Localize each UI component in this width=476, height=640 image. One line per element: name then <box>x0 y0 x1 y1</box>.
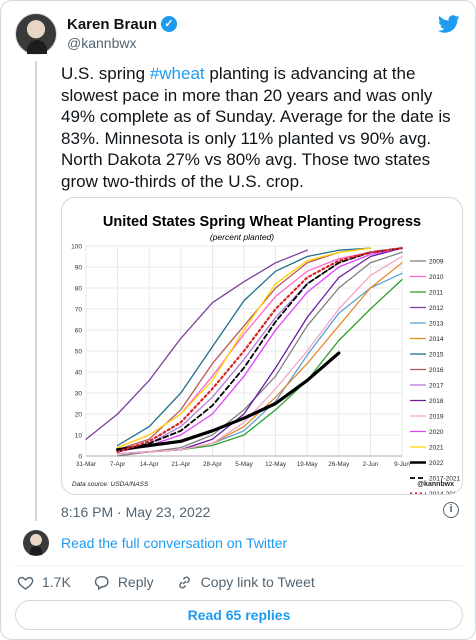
heart-icon <box>17 576 34 590</box>
series-line-2021 <box>116 247 372 449</box>
verified-badge-icon: ✓ <box>161 16 178 32</box>
series-line-2016 <box>116 247 372 451</box>
author-avatar[interactable] <box>15 13 57 55</box>
x-tick-label: 31-Mar <box>76 461 96 468</box>
series-line-2019 <box>116 255 403 455</box>
tweet-text-before: U.S. spring <box>61 64 150 83</box>
y-tick-label: 20 <box>75 412 83 419</box>
legend-label: 2011 <box>429 290 443 297</box>
y-tick-label: 90 <box>75 265 83 272</box>
series-line-2012 <box>85 249 308 440</box>
legend-label: 2010 <box>429 274 444 281</box>
series-line-2015 <box>116 247 372 447</box>
chart-title: United States Spring Wheat Planting Prog… <box>103 214 421 230</box>
y-tick-label: 0 <box>78 454 82 461</box>
chart-watermark: @kannbwx <box>417 481 454 488</box>
hashtag-link[interactable]: #wheat <box>149 64 205 83</box>
author-handle[interactable]: @kannbwx <box>67 35 137 51</box>
series-line-2014 <box>116 262 403 455</box>
legend-label: 2017-2021 <box>429 476 460 483</box>
tweet-header: Karen Braun ✓ @kannbwx <box>15 13 463 57</box>
copy-link-button[interactable]: Copy link to Tweet <box>176 574 315 591</box>
series-line-2009 <box>116 251 403 457</box>
legend-label: 2014-2018 <box>429 491 460 495</box>
like-count: 1.7K <box>42 574 71 590</box>
series-line-2010 <box>116 247 403 449</box>
series-line-2022 <box>116 351 341 452</box>
author-name[interactable]: Karen Braun <box>67 15 158 33</box>
conversation-row[interactable]: Read the full conversation on Twitter <box>23 529 287 557</box>
y-tick-label: 60 <box>75 328 83 335</box>
reply-label: Reply <box>117 574 154 590</box>
x-tick-label: 28-Apr <box>203 461 222 468</box>
legend-label: 2018 <box>429 398 444 405</box>
series-line-2017-2021 <box>116 247 403 453</box>
x-tick-label: 9-Jun <box>394 461 410 468</box>
y-tick-label: 50 <box>75 349 83 356</box>
tweet-text: U.S. spring #wheat planting is advancing… <box>61 63 461 192</box>
legend-label: 2017 <box>429 383 444 390</box>
chart-source: Data source: USDA/NASS <box>72 481 149 488</box>
y-tick-label: 40 <box>75 370 83 377</box>
x-tick-label: 14-Apr <box>140 461 159 468</box>
copy-link-label: Copy link to Tweet <box>200 574 315 590</box>
legend-label: 2014 <box>429 336 444 343</box>
series-line-2014-2018 <box>116 247 404 453</box>
twitter-bird-icon[interactable] <box>437 13 461 35</box>
planting-progress-chart: United States Spring Wheat Planting Prog… <box>71 214 460 495</box>
x-tick-label: 26-May <box>328 461 350 468</box>
action-bar: 1.7K Reply Copy link to Tweet <box>17 571 337 593</box>
x-tick-label: 12-May <box>265 461 287 468</box>
legend-label: 2019 <box>429 414 444 421</box>
legend-label: 2020 <box>429 429 444 436</box>
read-conversation-link[interactable]: Read the full conversation on Twitter <box>61 535 288 551</box>
thread-line <box>35 61 37 521</box>
y-tick-label: 100 <box>71 244 82 251</box>
reply-bubble-icon <box>94 575 109 590</box>
legend-label: 2013 <box>429 321 444 328</box>
chart-image[interactable]: United States Spring Wheat Planting Prog… <box>61 197 463 495</box>
y-tick-label: 80 <box>75 286 83 293</box>
info-icon[interactable]: i <box>443 502 459 518</box>
legend-label: 2021 <box>429 445 444 452</box>
reply-button[interactable]: Reply <box>93 574 154 591</box>
divider <box>15 565 463 566</box>
y-tick-label: 70 <box>75 307 83 314</box>
tweet-text-after: planting is advancing at the slowest pac… <box>61 64 451 191</box>
x-tick-label: 5-May <box>235 461 253 468</box>
chart-subtitle: (percent planted) <box>210 232 274 242</box>
x-tick-label: 2-Jun <box>363 461 379 468</box>
conversation-avatar[interactable] <box>23 530 49 556</box>
x-tick-label: 7-Apr <box>110 461 125 468</box>
x-tick-label: 19-May <box>297 461 319 468</box>
tweet-timestamp[interactable]: 8:16 PM · May 23, 2022 <box>61 504 211 520</box>
y-tick-label: 30 <box>75 391 83 398</box>
series-line-2017 <box>116 247 403 453</box>
link-icon <box>178 576 190 588</box>
legend-label: 2009 <box>429 259 444 266</box>
y-tick-label: 10 <box>75 433 83 440</box>
author-name-row[interactable]: Karen Braun ✓ <box>67 15 178 33</box>
read-replies-button[interactable]: Read 65 replies <box>15 600 463 630</box>
x-tick-label: 21-Apr <box>171 461 190 468</box>
legend-label: 2022 <box>429 460 444 467</box>
legend-label: 2012 <box>429 305 444 312</box>
series-line-2020 <box>116 247 403 453</box>
legend-label: 2015 <box>429 352 444 359</box>
like-button[interactable]: 1.7K <box>17 574 71 591</box>
legend-label: 2016 <box>429 367 444 374</box>
